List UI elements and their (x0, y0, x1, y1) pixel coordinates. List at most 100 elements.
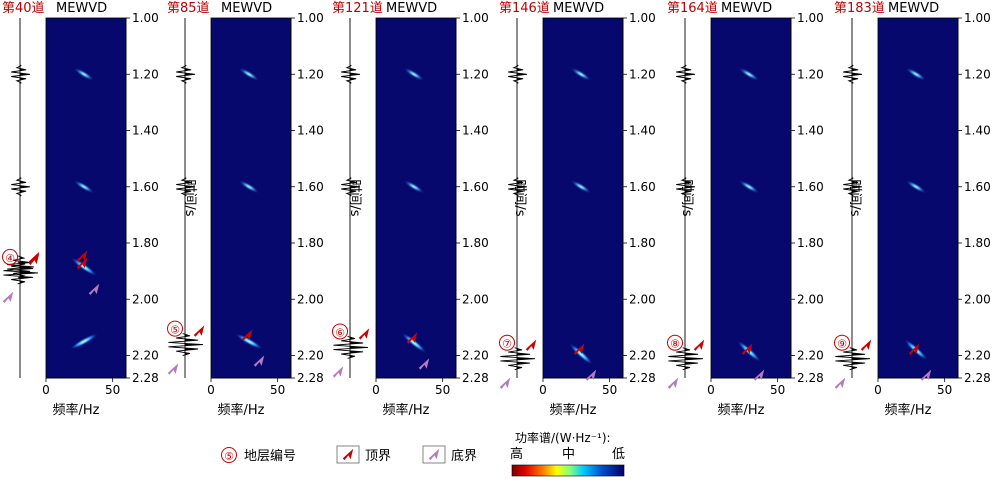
time-axis-label: 时间/s (182, 179, 197, 216)
spectrum-energy (738, 67, 760, 82)
spectrum-energy (234, 333, 264, 350)
freq-tick-label: 0 (372, 383, 380, 397)
layer-number-circle (332, 323, 348, 340)
trace-bottom-arrow-icon (499, 377, 511, 389)
freq-tick-label: 50 (270, 383, 285, 397)
wavelet-line (835, 347, 871, 371)
time-tick-label: 1.20 (462, 67, 489, 81)
time-tick-label: 2.28 (462, 371, 489, 385)
spectrum-energy (401, 332, 427, 354)
time-tick-label: 2.28 (132, 371, 159, 385)
freq-axis-label: 频率/Hz (383, 402, 430, 418)
freq-axis-label: 频率/Hz (885, 402, 932, 418)
freq-axis-label: 频率/Hz (550, 402, 597, 418)
freq-tick-label: 50 (602, 383, 617, 397)
spectrum-energy (570, 67, 592, 82)
freq-axis-label: 频率/Hz (53, 402, 100, 418)
time-axis-label: 时间/s (512, 179, 527, 216)
time-tick-label: 1.80 (297, 236, 324, 250)
time-tick-label: 1.60 (462, 180, 489, 194)
time-axis-label: 时间/s (679, 179, 694, 216)
time-tick-label: 2.20 (797, 349, 824, 363)
time-tick-label: 2.20 (964, 349, 991, 363)
wavelet-line (341, 65, 361, 84)
trace-bottom-arrow-icon (834, 377, 846, 389)
panel-method-title: MEWVD (56, 1, 107, 16)
time-tick-label: 1.80 (964, 236, 991, 250)
colorbar-low-label: 低 (612, 447, 625, 462)
time-tick-label: 1.00 (132, 11, 159, 25)
wavelet-line (176, 177, 196, 197)
freq-tick-label: 50 (770, 383, 785, 397)
time-tick-label: 2.00 (797, 292, 824, 306)
time-tick-label: 1.40 (629, 124, 656, 138)
spectrum-energy (568, 343, 594, 366)
freq-axis-label: 频率/Hz (718, 402, 765, 418)
colorbar-title: 功率谱/(W·Hz⁻¹): (515, 430, 611, 445)
spectrum-energy (905, 179, 927, 194)
trace-bottom-arrow-icon (667, 377, 679, 389)
legend-bottom-arrow-icon (428, 448, 440, 461)
time-tick-label: 1.60 (297, 180, 324, 194)
time-tick-label: 2.00 (297, 292, 324, 306)
legend-top-arrow-icon (342, 448, 354, 461)
time-tick-label: 2.20 (629, 349, 656, 363)
time-tick-label: 1.60 (964, 180, 991, 194)
time-tick-label: 1.40 (797, 124, 824, 138)
trace-bottom-arrow-icon (2, 291, 14, 304)
panel-method-title: MEWVD (721, 1, 772, 16)
freq-tick-label: 50 (937, 383, 952, 397)
wavelet-line (3, 261, 39, 285)
spectrum-energy (238, 179, 260, 194)
time-tick-label: 1.60 (797, 180, 824, 194)
time-tick-label: 2.00 (132, 292, 159, 306)
time-axis-label: 时间/s (847, 179, 862, 216)
panel-method-title: MEWVD (888, 1, 939, 16)
legend-bottom-label: 底界 (451, 448, 477, 464)
spectrum-energy (69, 333, 99, 350)
panel-method-title: MEWVD (553, 1, 604, 16)
spectrum-energy (73, 67, 95, 82)
wavelet-line (500, 347, 536, 371)
panel-trace-title: 第164道 (667, 1, 718, 16)
time-tick-label: 1.20 (964, 67, 991, 81)
colorbar-mid-label: 中 (562, 447, 575, 462)
time-tick-label: 2.20 (297, 349, 324, 363)
time-tick-label: 1.20 (629, 67, 656, 81)
layer-number-circle (2, 248, 18, 265)
freq-tick-label: 50 (435, 383, 450, 397)
layer-number: ⑥ (335, 326, 345, 339)
panel-3: 第121道 MEWVD 1.00 1.20 1.40 1.60 1.80 2.00 2.20 2.… (332, 1, 527, 418)
spectrum-energy (403, 67, 425, 82)
wavelet-line (676, 177, 696, 197)
wavelet-line (11, 177, 31, 197)
time-tick-label: 1.60 (132, 180, 159, 194)
time-tick-label: 1.80 (797, 236, 824, 250)
colorbar (511, 464, 625, 477)
layer-number: ⑧ (670, 338, 680, 351)
wavelet-line (333, 335, 369, 359)
layer-number: ⑤ (170, 324, 180, 337)
trace-top-arrow-icon (860, 339, 872, 351)
freq-tick-label: 0 (707, 383, 715, 397)
time-tick-label: 1.60 (629, 180, 656, 194)
panel-5: 第164道 MEWVD 1.00 1.20 1.40 1.60 1.80 2.00 2.20 2.… (667, 1, 862, 418)
time-tick-label: 2.20 (462, 349, 489, 363)
trace-top-arrow-icon (193, 325, 205, 337)
trace-top-arrow-icon (693, 339, 705, 351)
panel-method-title: MEWVD (386, 1, 437, 16)
legend-layer-symbol: ⑤ (224, 450, 234, 463)
time-tick-label: 1.00 (797, 11, 824, 25)
time-tick-label: 1.00 (629, 11, 656, 25)
time-tick-label: 1.20 (132, 67, 159, 81)
time-tick-label: 1.80 (629, 236, 656, 250)
time-tick-label: 2.28 (797, 371, 824, 385)
trace-bottom-arrow-icon (167, 363, 179, 375)
spectrum-energy (403, 179, 425, 194)
legend-top-label: 顶界 (365, 449, 391, 464)
panels-layer: 第40道 MEWVD 1.00 1.20 1.40 1.60 1.80 2.00 2.20 2.2… (2, 1, 991, 418)
legend-top-arrow-box (336, 445, 360, 464)
panel-trace-title: 第40道 (2, 1, 45, 16)
freq-tick-label: 0 (42, 383, 50, 397)
